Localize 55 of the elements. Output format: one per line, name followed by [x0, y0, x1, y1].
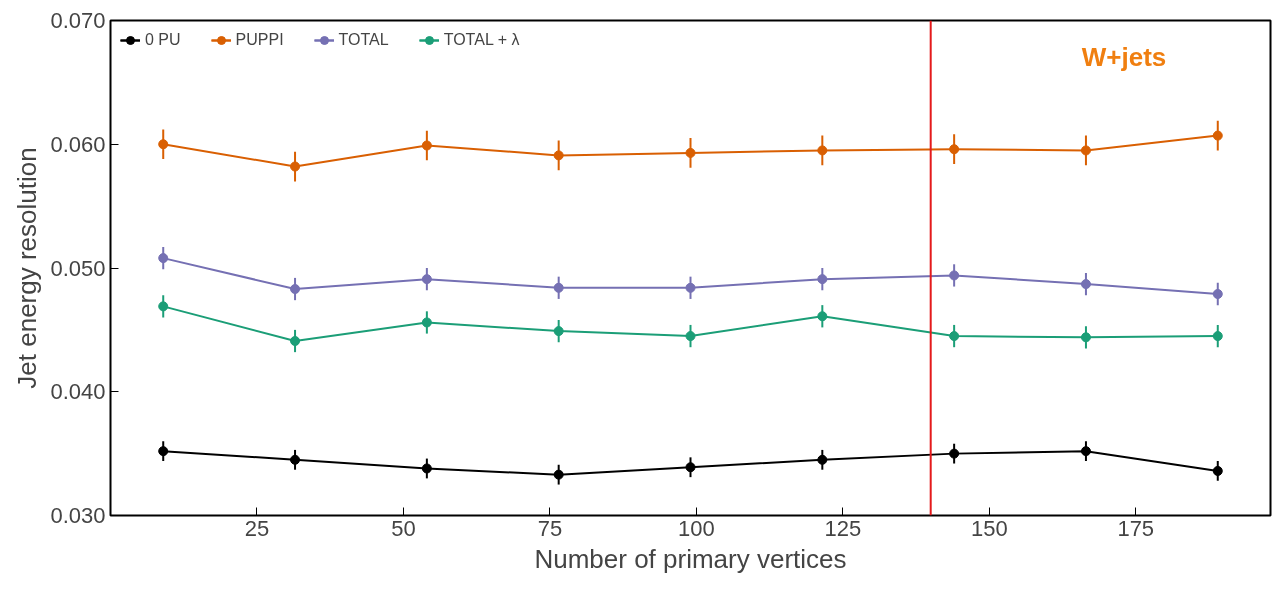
- legend-label: TOTAL + λ: [443, 31, 520, 49]
- point: [1212, 130, 1223, 141]
- point: [1212, 465, 1223, 476]
- point: [1080, 446, 1091, 457]
- legend-label: PUPPI: [235, 31, 284, 49]
- point: [158, 139, 169, 150]
- point: [949, 331, 960, 342]
- point: [421, 140, 432, 151]
- legend-label: 0 PU: [145, 31, 181, 49]
- x-tick-label: 25: [244, 515, 270, 541]
- point: [817, 454, 828, 465]
- legend-label: TOTAL: [338, 31, 389, 49]
- point: [421, 463, 432, 474]
- point: [1080, 145, 1091, 156]
- y-axis-title: Jet energy resolution: [12, 147, 43, 389]
- point: [1212, 289, 1223, 299]
- point: [817, 145, 828, 156]
- point: [685, 147, 696, 158]
- point: [817, 274, 828, 285]
- y-tick-label: 0.030: [50, 503, 106, 528]
- x-tick-label: 50: [391, 515, 416, 541]
- point: [553, 282, 564, 293]
- y-tick-label: 0.040: [50, 379, 106, 405]
- y-tick-label: 0.070: [50, 8, 106, 33]
- x-tick-label: 175: [1117, 515, 1155, 541]
- point: [290, 336, 301, 346]
- y-tick-label: 0.050: [50, 255, 106, 281]
- point: [949, 144, 960, 155]
- point: [1080, 279, 1091, 290]
- x-tick-label: 125: [824, 515, 862, 541]
- point: [949, 448, 960, 459]
- x-axis-title: Number of primary vertices: [534, 543, 847, 574]
- point: [685, 462, 696, 473]
- point: [290, 161, 301, 172]
- x-tick-label: 150: [970, 515, 1008, 541]
- point: [817, 311, 828, 322]
- point: [949, 270, 960, 281]
- point: [553, 150, 564, 161]
- point: [421, 317, 432, 328]
- point: [685, 331, 696, 342]
- point: [158, 446, 169, 457]
- point: [1212, 331, 1223, 342]
- point: [553, 469, 564, 480]
- point: [421, 274, 432, 285]
- annotation: W+jets: [1081, 42, 1167, 73]
- y-tick-label: 0.060: [50, 131, 106, 157]
- x-tick-label: 75: [537, 515, 563, 541]
- point: [685, 282, 696, 293]
- x-tick-label: 100: [678, 515, 715, 541]
- point: [290, 454, 301, 465]
- point: [158, 301, 169, 312]
- point: [1080, 332, 1091, 343]
- point: [158, 253, 169, 264]
- point: [290, 284, 301, 295]
- point: [553, 326, 564, 337]
